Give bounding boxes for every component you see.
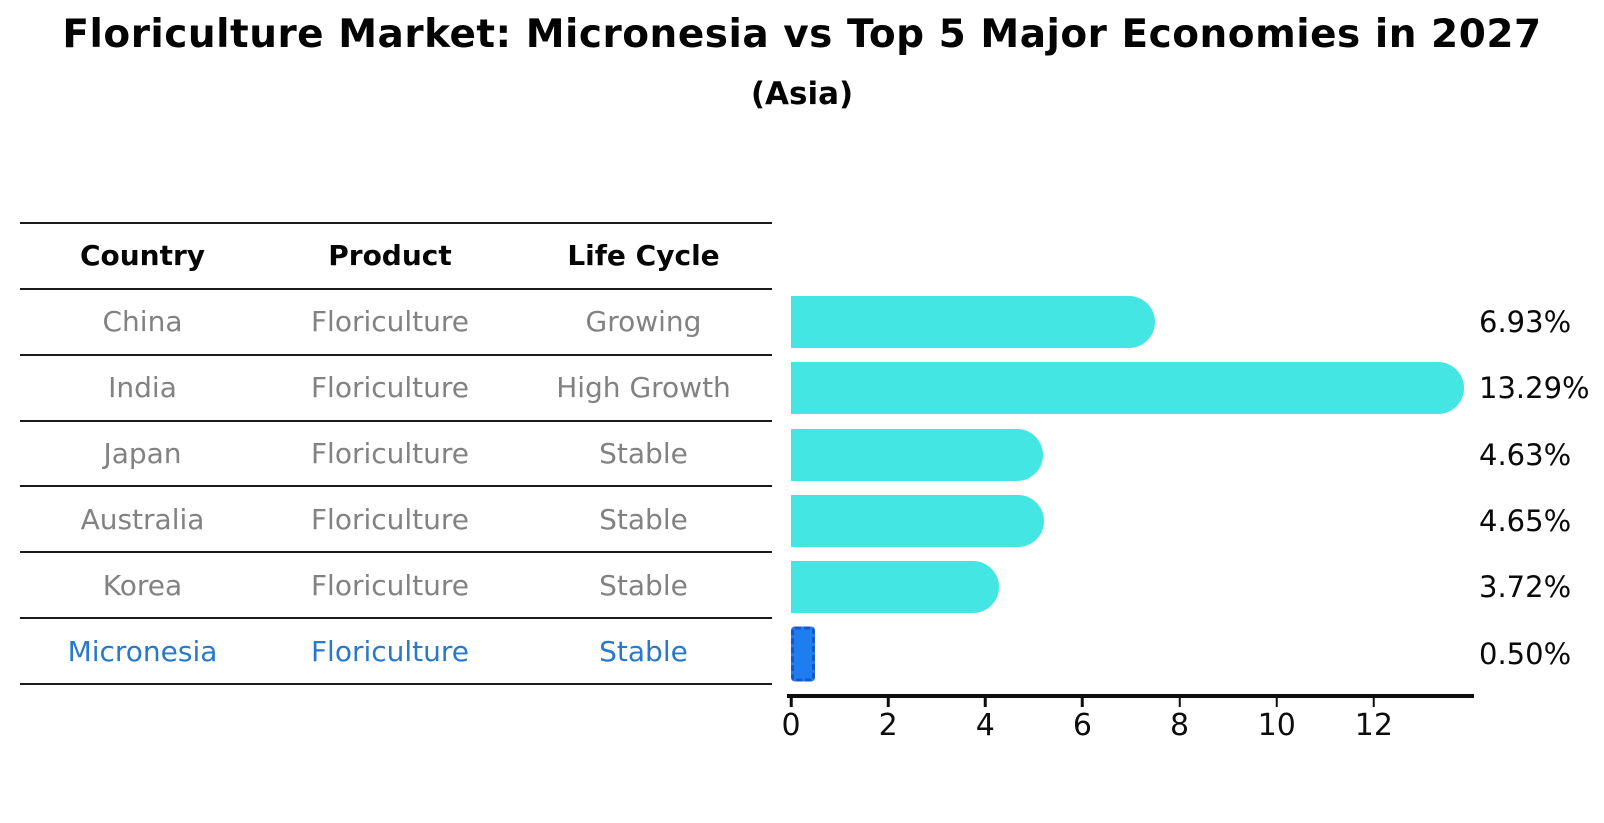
country-cell: Japan xyxy=(103,437,182,471)
value-label: 13.29% xyxy=(1479,371,1590,406)
x-axis-tick-label: 0 xyxy=(781,708,801,743)
x-axis-ticks: 0 2 4 6 8 10 12 xyxy=(781,697,1471,747)
x-axis-tick: 10 xyxy=(1258,697,1296,743)
x-axis-tick: 12 xyxy=(1355,697,1393,743)
bar-japan xyxy=(791,428,1043,481)
bar-australia xyxy=(791,495,1044,548)
bar-china xyxy=(791,296,1155,349)
value-label: 6.93% xyxy=(1479,305,1572,340)
table-row-australia: Australia Floriculture Stable xyxy=(20,487,772,554)
x-axis-tick: 8 xyxy=(1170,697,1189,743)
country-cell: Micronesia xyxy=(67,634,218,668)
value-label: 3.72% xyxy=(1479,570,1572,605)
x-axis-tick-label: 6 xyxy=(1072,708,1092,743)
country-cell: India xyxy=(108,371,177,405)
value-label: 4.65% xyxy=(1479,504,1572,539)
bar-row: 4.63% xyxy=(791,422,1571,488)
country-table: Country Product Life Cycle China Floricu… xyxy=(20,222,772,686)
table-row-micronesia: Micronesia Floriculture Stable xyxy=(20,619,772,686)
table-row-india: India Floriculture High Growth xyxy=(20,356,772,422)
bar-row: 3.72% xyxy=(791,554,1571,620)
x-axis-tick-label: 2 xyxy=(878,708,898,743)
product-cell: Floriculture xyxy=(310,502,470,536)
product-cell: Floriculture xyxy=(310,371,470,405)
lifecycle-cell: Stable xyxy=(599,502,688,536)
x-axis-tick-label: 4 xyxy=(975,708,995,743)
bar-india xyxy=(791,362,1464,415)
value-label: 0.50% xyxy=(1479,636,1572,671)
lifecycle-cell: Growing xyxy=(585,305,702,339)
x-axis-tick: 0 xyxy=(781,697,801,743)
bar-row: 0.50% xyxy=(791,621,1571,687)
x-axis-tick-label: 12 xyxy=(1354,708,1393,743)
table-row-china: China Floriculture Growing xyxy=(20,290,772,356)
lifecycle-cell: High Growth xyxy=(556,371,731,405)
chart-subtitle: (Asia) xyxy=(750,76,854,112)
table-row-japan: Japan Floriculture Stable xyxy=(20,422,772,488)
column-header-country: Country xyxy=(79,239,206,273)
bar-korea xyxy=(791,561,999,614)
column-header-lifecycle: Life Cycle xyxy=(567,239,720,273)
chart-title: Floriculture Market: Micronesia vs Top 5… xyxy=(62,12,1542,57)
bar-row: 13.29% xyxy=(791,355,1590,421)
column-header-product: Product xyxy=(328,239,452,273)
country-cell: Korea xyxy=(102,568,183,602)
bar-row: 4.65% xyxy=(791,488,1571,554)
country-cell: Australia xyxy=(80,502,205,536)
product-cell: Floriculture xyxy=(310,568,470,602)
product-cell: Floriculture xyxy=(310,305,470,339)
x-axis-tick: 4 xyxy=(976,697,995,743)
product-cell: Floriculture xyxy=(310,634,470,668)
lifecycle-cell: Stable xyxy=(599,634,688,668)
x-axis-tick-label: 10 xyxy=(1257,708,1296,743)
x-axis-tick: 2 xyxy=(879,697,898,743)
lifecycle-cell: Stable xyxy=(599,437,688,471)
bar-micronesia xyxy=(791,626,816,682)
bar-rows: 6.93% 13.29% 4.63% 4.65% 3.72% 0.50% xyxy=(791,289,1590,687)
lifecycle-cell: Stable xyxy=(599,568,688,602)
value-label: 4.63% xyxy=(1479,437,1572,472)
x-axis-tick: 6 xyxy=(1073,697,1092,743)
product-cell: Floriculture xyxy=(310,437,470,471)
bar-row: 6.93% xyxy=(791,289,1571,355)
table-row-korea: Korea Floriculture Stable xyxy=(20,553,772,620)
x-axis-line xyxy=(787,694,1474,698)
country-cell: China xyxy=(102,305,183,339)
table-header-row: Country Product Life Cycle xyxy=(20,224,772,290)
x-axis-tick-label: 8 xyxy=(1170,708,1190,743)
